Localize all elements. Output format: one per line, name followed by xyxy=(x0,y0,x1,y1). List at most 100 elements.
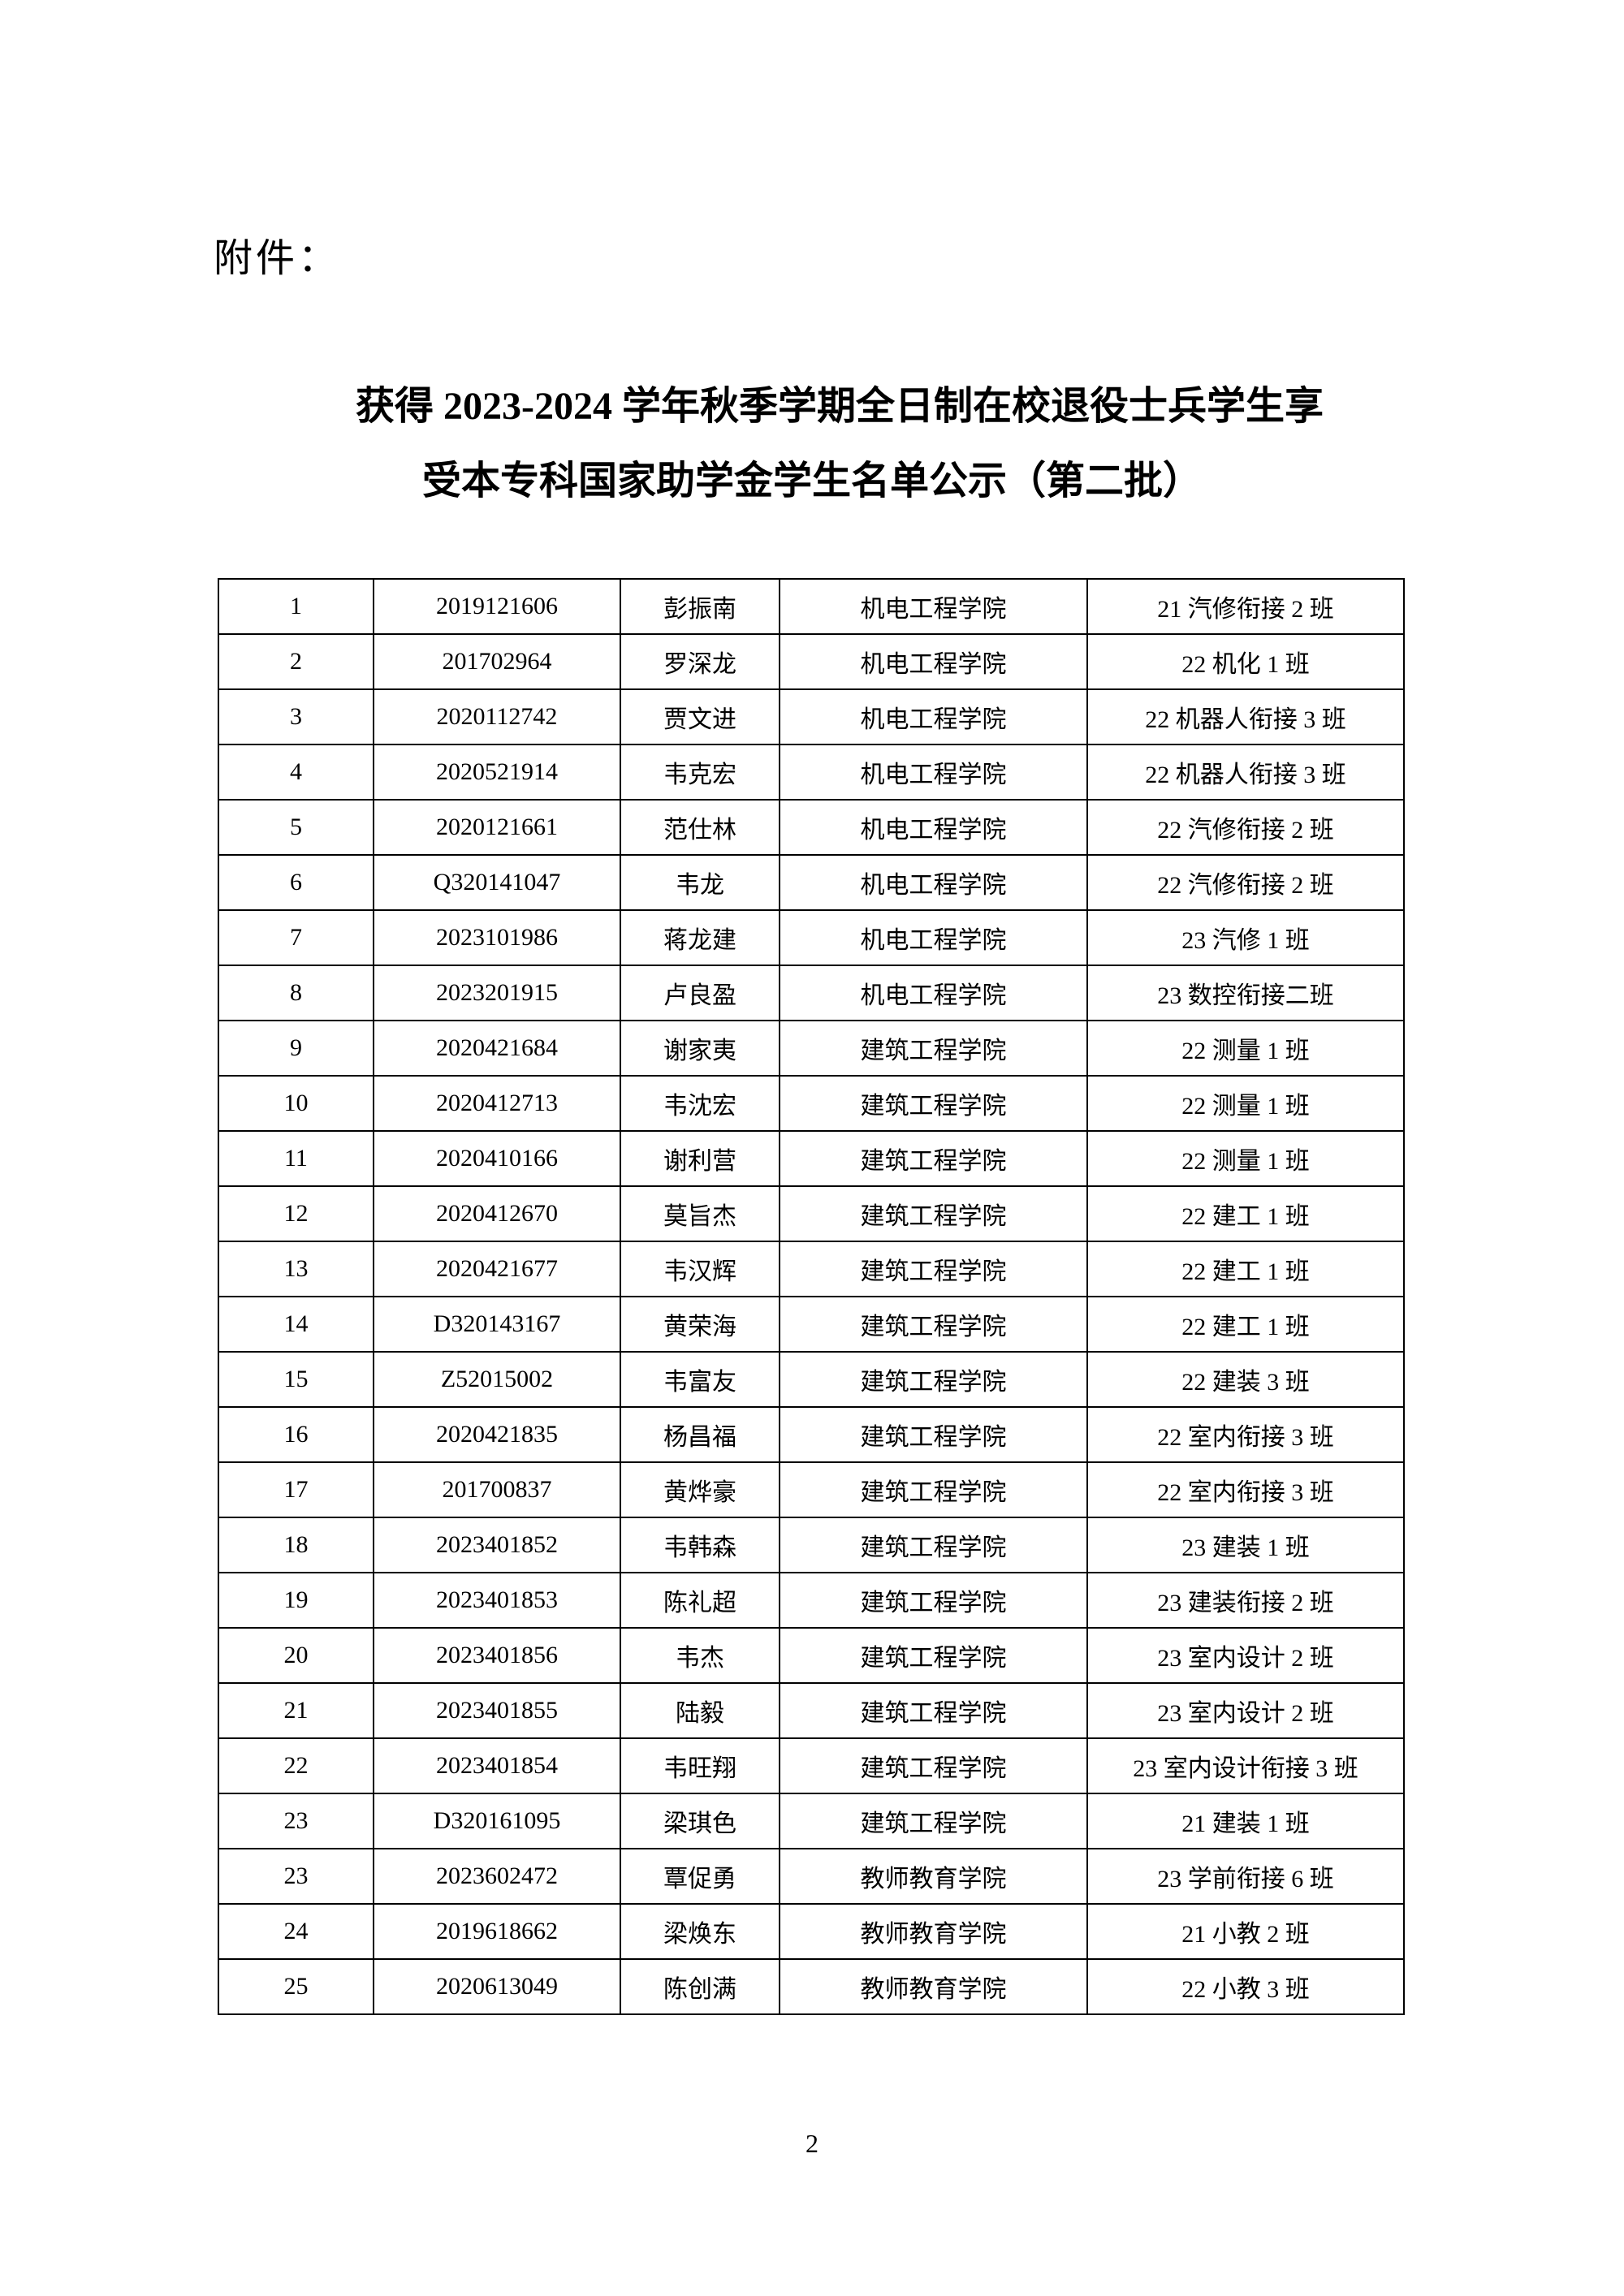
table-cell-student-name: 韦韩森 xyxy=(620,1517,780,1573)
table-cell-college: 机电工程学院 xyxy=(779,744,1088,801)
table-cell-row-index: 11 xyxy=(218,1130,374,1187)
table-cell-college: 机电工程学院 xyxy=(779,854,1088,911)
table-cell-student-id: Z52015002 xyxy=(373,1351,621,1408)
table-row: 16 2020421835 杨昌福 建筑工程学院 22 室内衔接 3 班 xyxy=(218,1406,1405,1463)
table-cell-student-name: 黄荣海 xyxy=(620,1296,780,1353)
table-cell-row-index: 15 xyxy=(218,1351,374,1408)
table-cell-college: 建筑工程学院 xyxy=(779,1020,1088,1077)
table-cell-college: 教师教育学院 xyxy=(779,1848,1088,1905)
table-cell-student-id: 2020121661 xyxy=(373,799,621,856)
table-cell-class: 22 测量 1 班 xyxy=(1086,1020,1405,1077)
table-cell-row-index: 2 xyxy=(218,633,374,690)
table-cell-college: 机电工程学院 xyxy=(779,965,1088,1021)
table-cell-row-index: 12 xyxy=(218,1185,374,1242)
table-row: 12 2020412670 莫旨杰 建筑工程学院 22 建工 1 班 xyxy=(218,1185,1405,1242)
table-row: 23 2023602472 覃促勇 教师教育学院 23 学前衔接 6 班 xyxy=(218,1848,1405,1905)
table-cell-student-name: 莫旨杰 xyxy=(620,1185,780,1242)
table-cell-row-index: 8 xyxy=(218,965,374,1021)
table-cell-college: 建筑工程学院 xyxy=(779,1627,1088,1684)
table-row: 22 2023401854 韦旺翔 建筑工程学院 23 室内设计衔接 3 班 xyxy=(218,1737,1405,1794)
table-cell-college: 建筑工程学院 xyxy=(779,1406,1088,1463)
table-cell-row-index: 23 xyxy=(218,1793,374,1849)
table-cell-row-index: 4 xyxy=(218,744,374,801)
table-cell-student-name: 韦克宏 xyxy=(620,744,780,801)
table-row: 4 2020521914 韦克宏 机电工程学院 22 机器人衔接 3 班 xyxy=(218,744,1405,801)
document-title: 获得 2023-2024 学年秋季学期全日制在校退役士兵学生享 受本专科国家助学… xyxy=(162,369,1462,519)
table-cell-student-name: 陈礼超 xyxy=(620,1572,780,1629)
table-row: 17 201700837 黄烨豪 建筑工程学院 22 室内衔接 3 班 xyxy=(218,1461,1405,1518)
table-cell-student-name: 黄烨豪 xyxy=(620,1461,780,1518)
table-row: 14 D320143167 黄荣海 建筑工程学院 22 建工 1 班 xyxy=(218,1296,1405,1353)
table-cell-row-index: 20 xyxy=(218,1627,374,1684)
document-title-line1: 获得 2023-2024 学年秋季学期全日制在校退役士兵学生享 xyxy=(356,385,1324,428)
table-cell-class: 23 室内设计衔接 3 班 xyxy=(1086,1737,1405,1794)
table-cell-student-id: 2020521914 xyxy=(373,744,621,801)
table-cell-class: 22 建工 1 班 xyxy=(1086,1296,1405,1353)
table-cell-student-name: 谢家夷 xyxy=(620,1020,780,1077)
table-cell-student-name: 彭振南 xyxy=(620,578,780,635)
table-cell-row-index: 18 xyxy=(218,1517,374,1573)
table-row: 2 201702964 罗深龙 机电工程学院 22 机化 1 班 xyxy=(218,633,1405,690)
table-cell-college: 建筑工程学院 xyxy=(779,1461,1088,1518)
table-cell-student-name: 蒋龙建 xyxy=(620,909,780,966)
table-cell-college: 机电工程学院 xyxy=(779,633,1088,690)
table-cell-row-index: 3 xyxy=(218,688,374,745)
table-row: 15 Z52015002 韦富友 建筑工程学院 22 建装 3 班 xyxy=(218,1351,1405,1408)
table-cell-row-index: 22 xyxy=(218,1737,374,1794)
table-cell-student-name: 梁焕东 xyxy=(620,1903,780,1960)
table-cell-student-id: 2023101986 xyxy=(373,909,621,966)
table-cell-student-id: 2023401856 xyxy=(373,1627,621,1684)
table-cell-student-id: 2019121606 xyxy=(373,578,621,635)
table-cell-class: 21 建装 1 班 xyxy=(1086,1793,1405,1849)
table-cell-student-id: 201700837 xyxy=(373,1461,621,1518)
table-cell-student-name: 贾文进 xyxy=(620,688,780,745)
attachment-label: 附件： xyxy=(214,237,341,280)
table-cell-college: 建筑工程学院 xyxy=(779,1130,1088,1187)
table-cell-student-id: 2023401855 xyxy=(373,1682,621,1739)
table-cell-class: 22 测量 1 班 xyxy=(1086,1130,1405,1187)
table-cell-college: 机电工程学院 xyxy=(779,688,1088,745)
table-cell-class: 22 汽修衔接 2 班 xyxy=(1086,799,1405,856)
table-cell-student-name: 覃促勇 xyxy=(620,1848,780,1905)
table-cell-class: 21 小教 2 班 xyxy=(1086,1903,1405,1960)
table-cell-student-id: 2020613049 xyxy=(373,1958,621,2015)
table-cell-student-name: 范仕林 xyxy=(620,799,780,856)
table-row: 20 2023401856 韦杰 建筑工程学院 23 室内设计 2 班 xyxy=(218,1627,1405,1684)
table-cell-college: 机电工程学院 xyxy=(779,909,1088,966)
table-cell-class: 22 建工 1 班 xyxy=(1086,1241,1405,1297)
table-cell-class: 23 学前衔接 6 班 xyxy=(1086,1848,1405,1905)
table-cell-row-index: 10 xyxy=(218,1075,374,1132)
table-cell-row-index: 25 xyxy=(218,1958,374,2015)
table-cell-college: 建筑工程学院 xyxy=(779,1682,1088,1739)
table-cell-class: 22 室内衔接 3 班 xyxy=(1086,1406,1405,1463)
table-cell-college: 建筑工程学院 xyxy=(779,1737,1088,1794)
table-cell-class: 23 建装衔接 2 班 xyxy=(1086,1572,1405,1629)
table-row: 21 2023401855 陆毅 建筑工程学院 23 室内设计 2 班 xyxy=(218,1682,1405,1739)
table-cell-row-index: 21 xyxy=(218,1682,374,1739)
table-cell-student-id: 2019618662 xyxy=(373,1903,621,1960)
table-cell-row-index: 6 xyxy=(218,854,374,911)
table-cell-class: 22 测量 1 班 xyxy=(1086,1075,1405,1132)
table-cell-student-name: 杨昌福 xyxy=(620,1406,780,1463)
table-cell-row-index: 24 xyxy=(218,1903,374,1960)
table-row: 1 2019121606 彭振南 机电工程学院 21 汽修衔接 2 班 xyxy=(218,578,1405,635)
table-cell-college: 建筑工程学院 xyxy=(779,1241,1088,1297)
table-cell-row-index: 16 xyxy=(218,1406,374,1463)
table-row: 25 2020613049 陈创满 教师教育学院 22 小教 3 班 xyxy=(218,1958,1405,2015)
page-number: 2 xyxy=(806,2129,818,2158)
table-cell-college: 建筑工程学院 xyxy=(779,1351,1088,1408)
table-cell-student-name: 韦沈宏 xyxy=(620,1075,780,1132)
table-cell-class: 23 室内设计 2 班 xyxy=(1086,1627,1405,1684)
table-cell-college: 建筑工程学院 xyxy=(779,1185,1088,1242)
table-cell-class: 21 汽修衔接 2 班 xyxy=(1086,578,1405,635)
table-row: 13 2020421677 韦汉辉 建筑工程学院 22 建工 1 班 xyxy=(218,1241,1405,1297)
table-cell-student-name: 陈创满 xyxy=(620,1958,780,2015)
table-row: 18 2023401852 韦韩森 建筑工程学院 23 建装 1 班 xyxy=(218,1517,1405,1573)
table-cell-student-id: 2020421684 xyxy=(373,1020,621,1077)
table-cell-class: 23 汽修 1 班 xyxy=(1086,909,1405,966)
table-cell-student-id: D320161095 xyxy=(373,1793,621,1849)
table-cell-student-id: D320143167 xyxy=(373,1296,621,1353)
table-cell-student-id: 2020412713 xyxy=(373,1075,621,1132)
table-cell-row-index: 9 xyxy=(218,1020,374,1077)
